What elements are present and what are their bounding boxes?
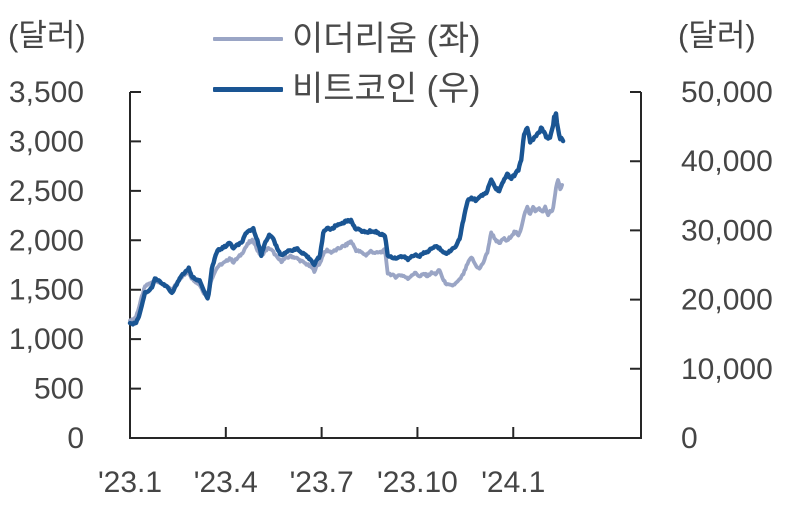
x-axis-tick-label: '23.1 <box>98 466 162 499</box>
left-axis-tick-label: 0 <box>67 422 84 455</box>
left-axis-unit-label: (달러) <box>8 18 86 53</box>
bitcoin-line-swatch <box>213 86 283 92</box>
left-axis-tick-label: 500 <box>34 373 84 406</box>
x-axis-tick-label: '23.10 <box>377 466 458 499</box>
legend: 이더리움 (좌) 비트코인 (우) <box>213 14 481 114</box>
x-axis-tick-label: '23.4 <box>194 466 258 499</box>
right-axis-tick-label: 10,000 <box>681 353 773 386</box>
right-axis-tick-label: 30,000 <box>681 214 773 247</box>
left-axis-tick-label: 3,500 <box>9 76 84 109</box>
left-axis-tick-label: 3,000 <box>9 125 84 158</box>
axis-frame <box>129 92 642 439</box>
legend-label-ethereum: 이더리움 (좌) <box>292 20 481 58</box>
right-axis-tick-label: 40,000 <box>681 145 773 178</box>
right-axis-tick-label: 50,000 <box>681 76 773 109</box>
left-axis-tick-label: 2,500 <box>9 175 84 208</box>
left-axis-tick-label: 1,000 <box>9 323 84 356</box>
left-axis-tick-label: 2,000 <box>9 224 84 257</box>
legend-item-bitcoin: 비트코인 (우) <box>213 64 481 114</box>
ethereum-line-swatch <box>213 37 283 41</box>
ethereum-series-line <box>128 178 564 323</box>
right-axis-tick-labels: 0 10,000 20,000 30,000 40,000 50,000 <box>681 76 773 455</box>
x-axis-tick-label: '24.1 <box>481 466 545 499</box>
legend-item-ethereum: 이더리움 (좌) <box>213 14 481 64</box>
x-axis-tick-label: '23.7 <box>290 466 354 499</box>
bitcoin-series-line <box>127 111 566 327</box>
right-axis-tick-label: 20,000 <box>681 284 773 317</box>
axis-ticks <box>129 91 641 439</box>
left-axis-tick-label: 1,500 <box>9 274 84 307</box>
legend-label-bitcoin: 비트코인 (우) <box>292 70 481 108</box>
left-axis-tick-labels: 0 500 1,000 1,500 2,000 2,500 3,000 3,500 <box>9 76 84 455</box>
x-axis-tick-labels: '23.1 '23.4 '23.7 '23.10 '24.1 <box>98 466 545 499</box>
right-axis-tick-label: 0 <box>681 422 698 455</box>
right-axis-unit-label: (달러) <box>678 18 756 53</box>
